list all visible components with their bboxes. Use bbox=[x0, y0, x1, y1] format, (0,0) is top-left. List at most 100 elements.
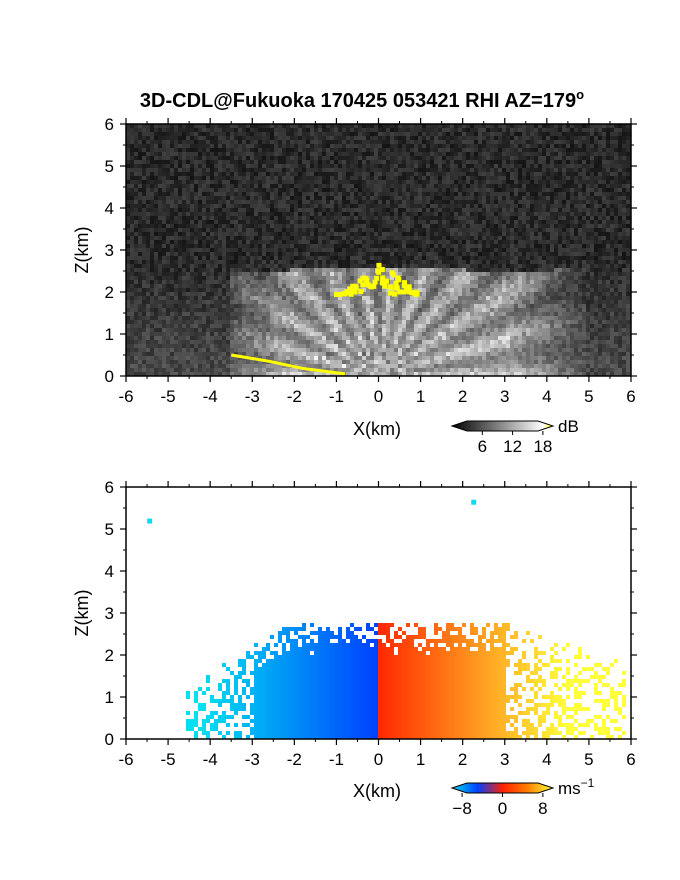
intensity-cell bbox=[182, 220, 186, 224]
intensity-cell bbox=[506, 160, 510, 164]
intensity-cell bbox=[442, 132, 446, 136]
intensity-cell bbox=[206, 220, 210, 224]
intensity-cell bbox=[386, 272, 390, 276]
intensity-cell bbox=[314, 208, 318, 212]
intensity-cell bbox=[534, 224, 538, 228]
intensity-cell bbox=[386, 140, 390, 144]
intensity-cell bbox=[582, 244, 586, 248]
intensity-cell bbox=[330, 180, 334, 184]
intensity-cell bbox=[158, 228, 162, 232]
intensity-cell bbox=[398, 124, 402, 128]
intensity-cell bbox=[154, 152, 158, 156]
intensity-cell bbox=[590, 272, 594, 276]
intensity-cell bbox=[210, 220, 214, 224]
intensity-cell bbox=[258, 228, 262, 232]
intensity-cell bbox=[358, 128, 362, 132]
intensity-cell bbox=[286, 156, 290, 160]
intensity-cell bbox=[386, 164, 390, 168]
intensity-cell bbox=[598, 124, 602, 128]
intensity-cell bbox=[182, 156, 186, 160]
intensity-cell bbox=[374, 220, 378, 224]
intensity-cell bbox=[482, 212, 486, 216]
intensity-cell bbox=[338, 176, 342, 180]
intensity-cell bbox=[578, 124, 582, 128]
intensity-cell bbox=[314, 132, 318, 136]
intensity-cell bbox=[166, 168, 170, 172]
intensity-cell bbox=[370, 180, 374, 184]
intensity-cell bbox=[310, 196, 314, 200]
intensity-cell bbox=[494, 192, 498, 196]
intensity-cell bbox=[162, 156, 166, 160]
intensity-cell bbox=[610, 172, 614, 176]
intensity-cell bbox=[214, 240, 218, 244]
intensity-cell bbox=[402, 208, 406, 212]
intensity-cell bbox=[458, 156, 462, 160]
intensity-cell bbox=[322, 152, 326, 156]
intensity-cell bbox=[470, 256, 474, 260]
intensity-cell bbox=[362, 208, 366, 212]
intensity-cell bbox=[322, 176, 326, 180]
intensity-cell bbox=[490, 196, 494, 200]
intensity-cell bbox=[306, 276, 310, 280]
intensity-cell bbox=[334, 276, 338, 280]
intensity-cell bbox=[614, 220, 618, 224]
intensity-cell bbox=[478, 268, 482, 272]
intensity-cell bbox=[530, 132, 534, 136]
intensity-cell bbox=[322, 244, 326, 248]
intensity-cell bbox=[458, 160, 462, 164]
intensity-cell bbox=[158, 236, 162, 240]
intensity-cell bbox=[170, 212, 174, 216]
intensity-cell bbox=[462, 176, 466, 180]
intensity-cell bbox=[194, 224, 198, 228]
intensity-cell bbox=[238, 268, 242, 272]
intensity-cell bbox=[502, 156, 506, 160]
intensity-cell bbox=[478, 172, 482, 176]
intensity-cell bbox=[414, 196, 418, 200]
intensity-cell bbox=[618, 232, 622, 236]
intensity-cell bbox=[458, 236, 462, 240]
intensity-cell bbox=[238, 168, 242, 172]
intensity-cell bbox=[206, 148, 210, 152]
intensity-cell bbox=[426, 256, 430, 260]
intensity-cell bbox=[466, 252, 470, 256]
intensity-cell bbox=[366, 196, 370, 200]
intensity-cell bbox=[606, 156, 610, 160]
intensity-cell bbox=[614, 260, 618, 264]
intensity-cell bbox=[318, 220, 322, 224]
intensity-cell bbox=[606, 136, 610, 140]
intensity-cell bbox=[262, 132, 266, 136]
intensity-cell bbox=[322, 196, 326, 200]
intensity-cell bbox=[494, 168, 498, 172]
intensity-cell bbox=[478, 232, 482, 236]
intensity-cell bbox=[334, 204, 338, 208]
intensity-cell bbox=[202, 136, 206, 140]
intensity-cell bbox=[354, 184, 358, 188]
intensity-cell bbox=[486, 196, 490, 200]
intensity-cell bbox=[402, 124, 406, 128]
intensity-cell bbox=[162, 148, 166, 152]
intensity-cell bbox=[502, 152, 506, 156]
intensity-cell bbox=[126, 172, 130, 176]
intensity-cell bbox=[494, 216, 498, 220]
intensity-cell bbox=[310, 164, 314, 168]
intensity-cell bbox=[618, 140, 622, 144]
intensity-cell bbox=[590, 268, 594, 272]
intensity-cell bbox=[558, 140, 562, 144]
intensity-cell bbox=[378, 128, 382, 132]
intensity-cell bbox=[442, 176, 446, 180]
intensity-cell bbox=[462, 144, 466, 148]
intensity-cell bbox=[342, 276, 346, 280]
intensity-cell bbox=[490, 176, 494, 180]
intensity-cell bbox=[306, 176, 310, 180]
intensity-cell bbox=[126, 228, 130, 232]
intensity-cell bbox=[578, 136, 582, 140]
intensity-cell bbox=[254, 156, 258, 160]
intensity-cell bbox=[558, 228, 562, 232]
intensity-cell bbox=[266, 200, 270, 204]
intensity-cell bbox=[242, 244, 246, 248]
intensity-cell bbox=[138, 200, 142, 204]
intensity-cell bbox=[514, 264, 518, 268]
intensity-cell bbox=[218, 256, 222, 260]
intensity-cell bbox=[382, 248, 386, 252]
intensity-cell bbox=[290, 168, 294, 172]
